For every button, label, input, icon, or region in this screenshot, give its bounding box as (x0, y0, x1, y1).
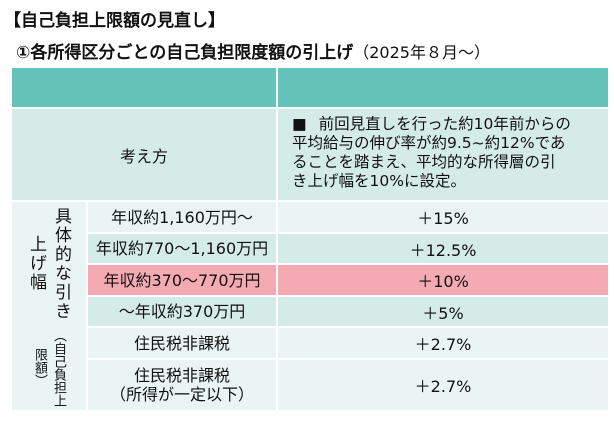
side-label-text: 具体的な引き上げ幅 (26, 206, 71, 321)
row-label-line: ～年収約370万円 (118, 302, 246, 321)
row-label: ～年収約370万円 (88, 297, 276, 326)
title: 【自己負担上限額の見直し】 (4, 11, 225, 31)
row-label: 年収約370～770万円 (88, 265, 276, 295)
concept-line-text: き上げ幅を10%に設定。 (292, 172, 466, 190)
row-label-line: 住民税非課税 (133, 366, 230, 385)
row-label-line: 年収約1,160万円～ (111, 207, 253, 227)
row-value: ＋5% (278, 297, 608, 326)
side-note: （自己負担上限額） (32, 328, 66, 407)
header-cell (278, 68, 608, 107)
concept-text: ■ 前回見直しを行った約10年前からの 平均給与の伸び率が約9.5~約12%であ るこ… (278, 109, 608, 200)
concept-line: 平均給与の伸び率が約9.5~約12%であ (292, 134, 565, 153)
side-label: 具体的な引き上げ幅 （自己負担上限額） (12, 202, 86, 410)
concept-line: ることを踏まえ、平均的な所得層の引 (292, 153, 556, 172)
row-label-lines: ～年収約370万円 (119, 302, 246, 321)
row-label: 住民税非課税 （所得が一定以下） (88, 360, 276, 410)
concept-line-text: 平均給与の伸び率が約9.5~約12%であ (292, 134, 566, 152)
row-label-line: 年収約370～770万円 (103, 270, 261, 290)
bullet: ■ (292, 115, 307, 133)
row-label: 年収約1,160万円～ (88, 202, 276, 232)
row-label: 年収約770～1,160万円 (88, 234, 276, 263)
header-cell (12, 68, 276, 107)
row-value: ＋15% (278, 202, 608, 232)
row-label-lines: 住民税非課税 （所得が一定以下） (110, 366, 254, 404)
row-label-lines: 住民税非課税 (134, 334, 230, 353)
row-label-line: 年収約770～1,160万円 (95, 239, 269, 258)
concept-line-text: 前回見直しを行った約10年前からの (318, 115, 571, 133)
row-label-lines: 年収約370～770万円 (103, 271, 260, 290)
row-label-line: （所得が一定以下） (109, 385, 254, 404)
subtitle: ①各所得区分ごとの自己負担限度額の引上げ（2025年８月～） (16, 38, 490, 63)
concept-label: 考え方 (12, 109, 276, 200)
row-label-lines: 年収約1,160万円～ (111, 208, 253, 227)
subtitle-note: （2025年８月～） (353, 43, 490, 62)
subtitle-text: ①各所得区分ごとの自己負担限度額の引上げ (16, 43, 354, 63)
concept-line: ■ 前回見直しを行った約10年前からの (292, 115, 571, 134)
row-value: ＋12.5% (278, 234, 608, 263)
concept-line-text: ることを踏まえ、平均的な所得層の引 (292, 153, 556, 171)
row-label-lines: 年収約770～1,160万円 (96, 239, 268, 258)
row-label: 住民税非課税 (88, 328, 276, 358)
row-label-line: 住民税非課税 (133, 333, 230, 353)
row-value: ＋2.7% (278, 360, 608, 410)
row-value: ＋2.7% (278, 328, 608, 358)
concept-line: き上げ幅を10%に設定。 (292, 172, 466, 191)
row-value: ＋10% (278, 265, 608, 295)
